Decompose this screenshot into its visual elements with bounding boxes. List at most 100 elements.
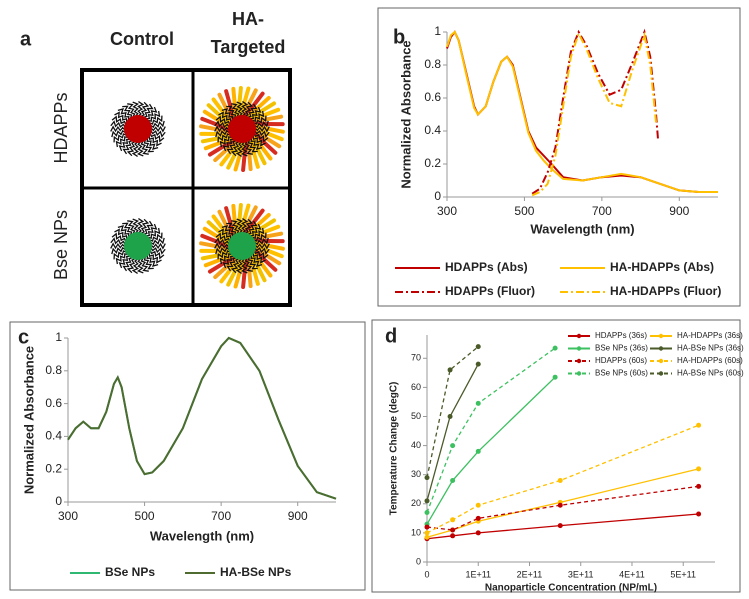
legend-label: HDAPPs (36s) xyxy=(595,331,647,340)
data-point xyxy=(475,515,481,521)
ligand xyxy=(150,125,166,133)
y-tick-label: 1 xyxy=(55,330,62,344)
ligand xyxy=(214,242,230,250)
panel-label: c xyxy=(18,326,29,348)
ligand xyxy=(145,106,158,120)
legend-marker xyxy=(658,333,664,339)
ligand xyxy=(147,110,161,122)
legend-label: HA-HDAPPs (Abs) xyxy=(610,260,714,274)
ligand xyxy=(214,125,230,133)
ligand xyxy=(247,139,258,153)
ligand xyxy=(221,108,234,121)
data-point xyxy=(696,422,702,428)
ligand xyxy=(150,130,166,138)
ha-chain xyxy=(253,121,285,127)
ligand xyxy=(137,101,145,117)
x-axis-label: Wavelength (nm) xyxy=(530,221,634,236)
ligand xyxy=(140,140,149,155)
legend-label: HA-BSe NPs (36s) xyxy=(677,344,744,353)
ha-chain xyxy=(199,131,231,137)
ligand xyxy=(113,250,127,260)
ligand xyxy=(148,252,162,264)
ligand xyxy=(249,223,262,237)
ligand xyxy=(219,136,233,148)
ligand xyxy=(149,115,163,125)
data-point xyxy=(450,533,456,539)
core xyxy=(124,232,152,260)
legend-label: HA-HDAPPs (60s) xyxy=(677,356,743,365)
row-label: HDAPPs xyxy=(51,92,71,163)
ligand xyxy=(215,246,230,255)
ligand xyxy=(111,232,127,243)
ligand xyxy=(140,101,150,117)
y-tick-label: 70 xyxy=(411,353,421,363)
ligand xyxy=(114,111,128,123)
y-tick-label: 0.2 xyxy=(424,156,441,170)
ligand xyxy=(122,140,133,155)
data-point xyxy=(424,524,430,530)
ligand xyxy=(236,101,244,117)
y-tick-label: 0 xyxy=(416,556,421,566)
ligand xyxy=(254,242,270,250)
y-tick-label: 0.2 xyxy=(45,461,62,475)
particles xyxy=(110,86,285,289)
ha-chain xyxy=(244,208,265,234)
x-tick-label: 4E+11 xyxy=(619,569,645,579)
core xyxy=(228,232,256,260)
data-point xyxy=(424,534,430,540)
ligand xyxy=(222,255,235,269)
y-tick-label: 20 xyxy=(411,498,421,508)
ligand xyxy=(230,258,240,274)
ligand xyxy=(226,222,237,236)
ha-chain xyxy=(241,141,249,172)
legend-label: HA-BSe NPs (60s) xyxy=(677,369,744,378)
ligand xyxy=(226,257,237,272)
ligand xyxy=(218,228,232,240)
y-axis-label: Normalized Absorbance xyxy=(398,40,413,188)
series-line xyxy=(426,485,699,531)
ligand xyxy=(240,258,248,274)
x-axis-label: Nanoparticle Concentration (NP/mL) xyxy=(485,583,657,594)
y-tick-label: 40 xyxy=(411,440,421,450)
ha-chain xyxy=(199,241,230,251)
legend-marker xyxy=(576,371,582,376)
ligand xyxy=(145,223,158,237)
ha-chain xyxy=(233,258,246,289)
ligand xyxy=(143,139,154,153)
ligand xyxy=(136,141,144,157)
legend-marker xyxy=(576,333,582,339)
ligand xyxy=(150,237,165,246)
ligand xyxy=(113,133,127,143)
ligand xyxy=(241,101,249,117)
legend-label: HA-HDAPPs (36s) xyxy=(677,331,743,340)
ha-chain xyxy=(202,226,230,246)
series-line xyxy=(426,346,479,478)
ligand xyxy=(222,138,235,152)
series-line xyxy=(426,376,556,525)
x-tick-label: 700 xyxy=(592,204,612,218)
ligand xyxy=(249,106,262,120)
data-point xyxy=(424,530,430,536)
column-label: Control xyxy=(110,29,174,49)
ligand xyxy=(231,220,240,235)
panel-label: b xyxy=(393,26,405,48)
ha-chain xyxy=(238,203,251,234)
y-tick-label: 0.8 xyxy=(424,57,441,71)
ligand xyxy=(231,103,240,118)
ha-chain xyxy=(244,91,265,117)
data-point xyxy=(450,443,456,449)
ligand xyxy=(111,129,126,138)
y-tick-label: 0 xyxy=(55,494,62,508)
x-tick-label: 500 xyxy=(135,509,155,523)
panel-frame xyxy=(371,319,741,593)
ligand xyxy=(122,105,133,119)
data-point xyxy=(557,523,563,529)
ligand xyxy=(236,218,244,234)
ligand xyxy=(149,249,165,260)
ligand xyxy=(244,101,254,117)
ligand xyxy=(137,218,145,234)
ligand xyxy=(118,255,131,269)
ligand xyxy=(217,133,231,143)
ligand xyxy=(131,258,139,274)
ligand xyxy=(127,103,136,118)
